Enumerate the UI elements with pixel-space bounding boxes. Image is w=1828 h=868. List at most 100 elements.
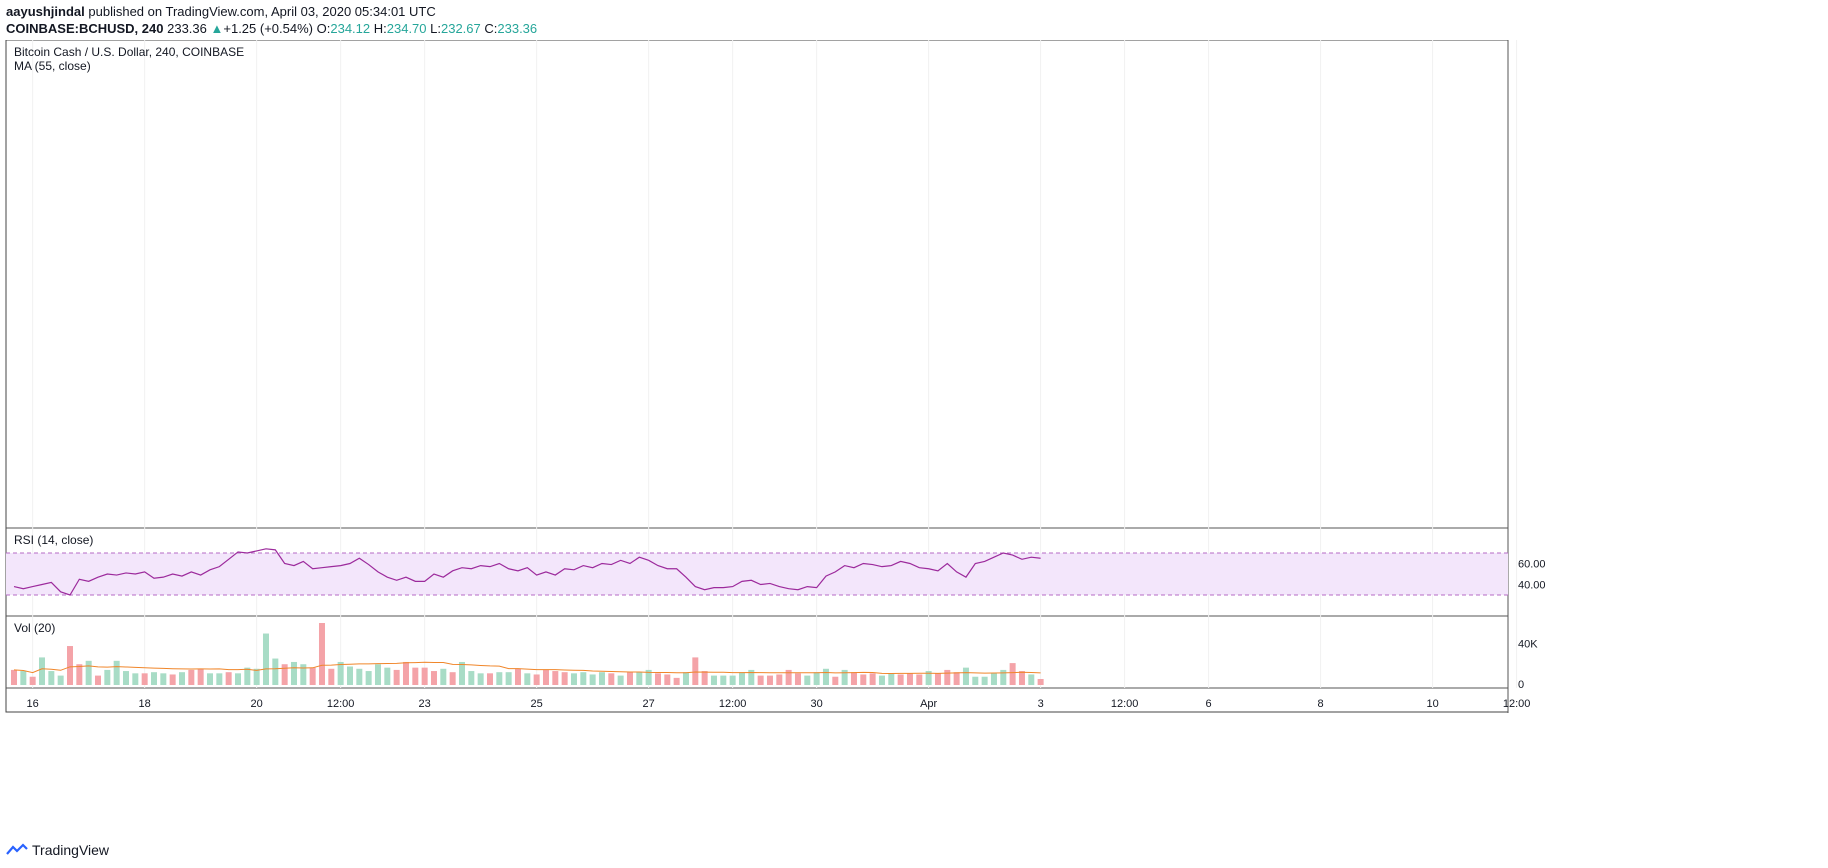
volume-bar xyxy=(748,669,755,685)
chart-frame xyxy=(5,40,1509,713)
volume-bar xyxy=(206,673,213,685)
volume-bar xyxy=(766,675,773,685)
time-tick-label: 12:00 xyxy=(719,698,747,710)
volume-bar xyxy=(141,673,148,685)
volume-bar xyxy=(804,675,811,685)
time-tick-label: 12:00 xyxy=(327,698,355,710)
high-label: H: xyxy=(373,21,387,36)
volume-bar xyxy=(337,661,344,685)
time-tick-label: 16 xyxy=(27,698,39,710)
volume-bar xyxy=(1000,669,1007,685)
volume-bar xyxy=(720,675,727,685)
volume-bar xyxy=(262,633,269,685)
volume-bar xyxy=(496,672,503,685)
volume-bar xyxy=(645,669,652,685)
volume-tick-label: 40K xyxy=(1518,639,1538,651)
volume-bar xyxy=(701,671,708,685)
volume-bar xyxy=(850,672,857,685)
volume-bar xyxy=(757,675,764,685)
time-tick-label: 25 xyxy=(531,698,543,710)
volume-ma-line xyxy=(13,661,1041,674)
volume-bar xyxy=(794,673,801,685)
volume-bar xyxy=(552,671,559,685)
volume-bar xyxy=(76,664,83,685)
volume-bar xyxy=(309,667,316,685)
high-value: 234.70 xyxy=(386,21,427,36)
volume-bar xyxy=(589,674,596,685)
volume-bar xyxy=(11,669,17,685)
volume-bar xyxy=(244,667,251,685)
volume-bar xyxy=(785,669,792,685)
volume-bar xyxy=(505,672,512,685)
volume-bar xyxy=(878,675,885,685)
time-tick-label: 6 xyxy=(1206,698,1212,710)
volume-bar xyxy=(150,672,157,685)
volume-bar xyxy=(654,673,661,685)
volume-bar xyxy=(94,675,101,685)
volume-bar xyxy=(953,672,960,685)
volume-bar xyxy=(925,671,932,685)
volume-bar xyxy=(860,674,867,685)
ohlc-bar: COINBASE:BCHUSD, 240 233.36 ▲+1.25 (+0.5… xyxy=(6,21,537,36)
volume-bar xyxy=(122,671,129,685)
volume-bar xyxy=(29,676,36,685)
volume-bar xyxy=(300,664,307,685)
volume-bar xyxy=(188,669,195,685)
change-arrow-icon: ▲ xyxy=(210,21,224,36)
volume-tick-label: 0 xyxy=(1518,679,1524,691)
volume-bar xyxy=(402,661,409,685)
time-tick-label: 20 xyxy=(251,698,263,710)
time-tick-label: 30 xyxy=(811,698,823,710)
volume-bar xyxy=(57,675,64,685)
rsi-band xyxy=(6,553,1508,595)
volume-bar xyxy=(486,673,493,685)
tradingview-footer[interactable]: TradingView xyxy=(6,842,109,858)
volume-bar xyxy=(197,668,204,685)
volume-bar xyxy=(178,672,185,685)
volume-bar xyxy=(626,672,633,685)
rsi-line xyxy=(13,548,1041,596)
volume-bar xyxy=(113,660,120,685)
volume-bar xyxy=(570,673,577,685)
price-chart[interactable]: 150.00160.00170.00180.00190.00200.00210.… xyxy=(0,40,1828,805)
volume-bar xyxy=(253,668,260,685)
close-value: 233.36 xyxy=(497,21,538,36)
volume-bar xyxy=(216,673,223,685)
volume-bar xyxy=(1037,679,1044,685)
volume-bar xyxy=(272,658,279,685)
low-value: 232.67 xyxy=(440,21,481,36)
volume-bar xyxy=(738,672,745,685)
volume-bar xyxy=(524,673,531,685)
time-tick-label: 12:00 xyxy=(1503,698,1531,710)
volume-bar xyxy=(710,675,717,685)
volume-bar xyxy=(290,661,297,685)
volume-bar xyxy=(533,674,540,685)
volume-bar xyxy=(897,674,904,685)
volume-bar xyxy=(48,671,55,685)
volume-bar xyxy=(346,666,353,685)
volume-bar xyxy=(944,669,951,685)
volume-bar xyxy=(692,657,699,685)
publish-info: aayushjindal published on TradingView.co… xyxy=(6,4,436,19)
volume-bar xyxy=(477,673,484,685)
chart-title: Bitcoin Cash / U.S. Dollar, 240, COINBAS… xyxy=(14,45,244,59)
author-name[interactable]: aayushjindal xyxy=(6,4,85,19)
volume-bar xyxy=(234,673,241,685)
volume-bar xyxy=(85,660,92,685)
volume-bar xyxy=(66,646,73,685)
symbol-label: COINBASE:BCHUSD, 240 xyxy=(6,21,164,36)
volume-bar xyxy=(374,664,381,685)
volume-bar xyxy=(225,672,232,685)
open-value: 234.12 xyxy=(330,21,371,36)
volume-legend-label: Vol (20) xyxy=(14,621,55,635)
publish-text: published on TradingView.com, April 03, … xyxy=(88,4,436,19)
volume-bar xyxy=(542,669,549,685)
volume-bar xyxy=(617,675,624,685)
change-value: +1.25 (+0.54%) xyxy=(223,21,313,36)
volume-bar xyxy=(430,671,437,685)
time-tick-label: 10 xyxy=(1426,698,1438,710)
time-tick-label: 27 xyxy=(643,698,655,710)
volume-bar xyxy=(104,669,111,685)
volume-bar xyxy=(990,673,997,685)
volume-bar xyxy=(169,674,176,685)
